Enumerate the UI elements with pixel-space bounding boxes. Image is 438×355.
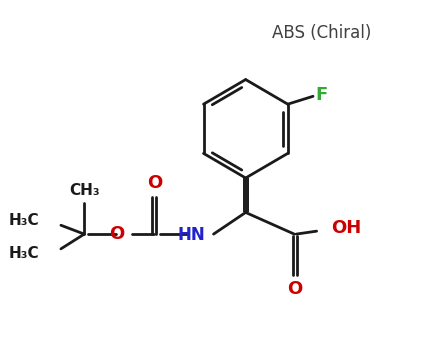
Text: O: O	[146, 174, 162, 192]
Text: H₃C: H₃C	[9, 246, 39, 261]
Text: ABS (Chiral): ABS (Chiral)	[271, 24, 371, 43]
Text: F: F	[314, 86, 326, 104]
Text: O: O	[287, 280, 302, 298]
Text: HN: HN	[177, 226, 205, 244]
Text: H₃C: H₃C	[9, 213, 39, 228]
Text: O: O	[109, 225, 124, 243]
Text: OH: OH	[330, 219, 360, 237]
Text: CH₃: CH₃	[69, 183, 99, 198]
